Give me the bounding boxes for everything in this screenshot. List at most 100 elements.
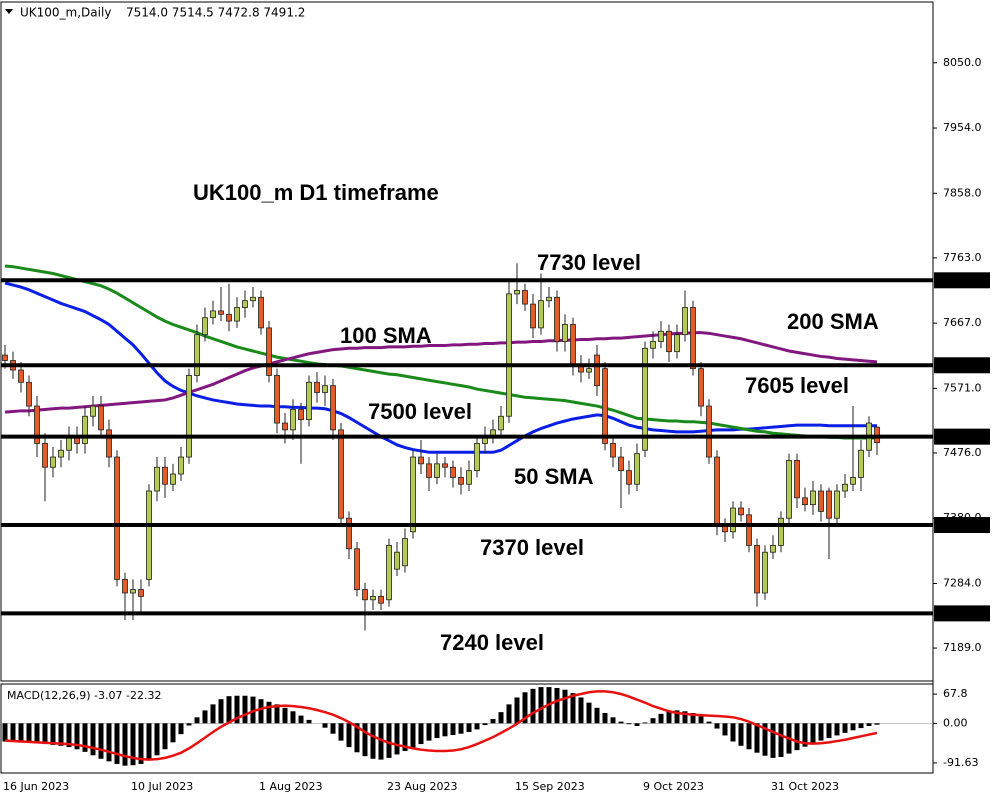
y-tick-label: 7858.0	[943, 186, 982, 199]
y-tick-label: -91.63	[943, 756, 978, 769]
macd-bar	[674, 710, 680, 724]
candle-body	[658, 330, 664, 342]
candle-body	[114, 456, 120, 580]
macd-bar	[762, 723, 768, 756]
candle-body	[50, 456, 56, 468]
sma-line	[4, 281, 877, 454]
macd-bar	[442, 723, 448, 737]
candle-body	[642, 347, 648, 451]
candle-body	[434, 463, 440, 478]
macd-bar	[90, 723, 96, 756]
macd-bar	[450, 723, 456, 736]
candle-body	[682, 307, 688, 336]
macd-bar	[394, 723, 400, 755]
candle-body	[58, 449, 64, 458]
macd-bar	[234, 695, 240, 724]
candle-body	[818, 490, 824, 512]
candle-body	[426, 463, 432, 478]
level-label-box	[934, 517, 990, 534]
level-label-box	[934, 272, 990, 289]
candle-body	[850, 477, 856, 485]
candle-body	[138, 589, 144, 597]
candle-body	[98, 405, 104, 431]
y-tick-label: 0.00	[943, 716, 968, 729]
macd-bar	[746, 723, 752, 750]
candle-body	[202, 317, 208, 336]
x-tick-label: 10 Jul 2023	[131, 780, 193, 793]
macd-bar	[578, 697, 584, 724]
candle-body	[506, 293, 512, 417]
macd-bar	[66, 723, 72, 748]
x-tick-label: 23 Aug 2023	[387, 780, 457, 793]
candle-body	[626, 470, 632, 485]
x-tick-label: 9 Oct 2023	[643, 780, 704, 793]
macd-bar	[586, 702, 592, 724]
main-panel-frame	[0, 1, 934, 682]
level-annotation: 7500 level	[368, 399, 472, 424]
macd-bar	[730, 723, 736, 742]
macd-bar	[346, 723, 352, 748]
candle-body	[282, 422, 288, 431]
macd-bar	[514, 697, 520, 724]
macd-bar	[322, 723, 328, 728]
macd-bar	[58, 723, 64, 746]
macd-bar	[482, 723, 488, 726]
candle-body	[122, 578, 128, 594]
macd-bar	[690, 713, 696, 724]
macd-bar	[74, 723, 80, 750]
candle-body	[714, 456, 720, 526]
macd-bar	[194, 717, 200, 724]
candle-body	[2, 354, 8, 361]
candle-body	[466, 470, 472, 485]
candle-body	[258, 296, 264, 329]
candle-body	[314, 381, 320, 393]
level-label: 7500.0	[939, 430, 978, 443]
macd-bar	[138, 723, 144, 764]
macd-bar	[186, 723, 192, 726]
candle-body	[746, 514, 752, 546]
macd-bar	[698, 716, 704, 724]
sma-label: 200 SMA	[787, 309, 879, 334]
macd-bar	[490, 719, 496, 724]
y-tick-label: 8050.0	[943, 56, 982, 69]
level-label: 7730.0	[939, 273, 978, 286]
candle-body	[178, 456, 184, 475]
candle-body	[770, 545, 776, 553]
macd-bar	[226, 696, 232, 724]
candle-body	[514, 290, 520, 295]
candle-body	[162, 466, 168, 485]
macd-bar	[426, 723, 432, 741]
candle-body	[498, 415, 504, 431]
macd-bar	[834, 723, 840, 736]
macd-bar	[18, 723, 24, 741]
candle-body	[834, 490, 840, 519]
macd-bar	[218, 699, 224, 724]
macd-bar	[298, 715, 304, 724]
level-label: 7605.0	[939, 358, 978, 371]
macd-bar	[266, 701, 272, 724]
level-label-box	[934, 357, 990, 374]
candle-body	[306, 381, 312, 421]
candle-body	[858, 449, 864, 478]
candle-body	[538, 300, 544, 329]
level-label: 7370.0	[939, 518, 978, 531]
candle-body	[42, 443, 48, 468]
candle-body	[266, 327, 272, 376]
candle-body	[698, 368, 704, 407]
macd-bar	[866, 723, 872, 726]
candle-body	[690, 307, 696, 370]
macd-bar	[130, 723, 136, 766]
plot-layer	[1, 263, 933, 766]
candle-body	[794, 460, 800, 499]
sma-label: 50 SMA	[514, 464, 594, 489]
candle-body	[210, 310, 216, 319]
level-label: 7240.0	[939, 606, 978, 619]
y-tick-label: 7571.0	[943, 381, 982, 394]
candle-body	[410, 456, 416, 533]
candle-body	[394, 551, 400, 570]
candle-body	[330, 385, 336, 431]
macd-bar	[842, 723, 848, 733]
level-label-box	[934, 605, 990, 622]
macd-bar	[170, 723, 176, 743]
